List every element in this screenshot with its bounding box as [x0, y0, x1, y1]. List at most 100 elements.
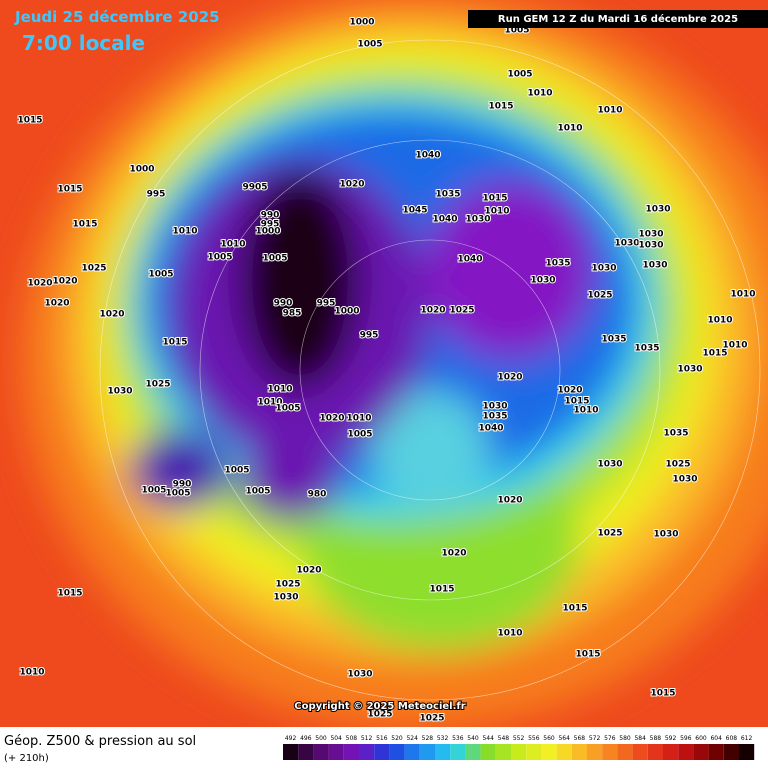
pressure-label: 1010 — [730, 290, 755, 300]
pressure-label: 1030 — [273, 593, 298, 603]
run-info: Run GEM 12 Z du Mardi 16 décembre 2025 — [498, 13, 738, 25]
run-box — [468, 10, 768, 28]
pressure-label: 1015 — [17, 116, 42, 126]
pressure-label: 990 — [173, 480, 192, 490]
footer-title: Géop. Z500 & pression au sol — [4, 734, 196, 749]
pressure-label: 1030 — [614, 239, 639, 249]
pressure-label: 1035 — [435, 190, 460, 200]
pressure-label: 1015 — [57, 185, 82, 195]
pressure-label: 1030 — [482, 402, 507, 412]
pressure-label: 1020 — [497, 373, 522, 383]
pressure-label: 1015 — [162, 338, 187, 348]
pressure-label: 1015 — [575, 650, 600, 660]
pressure-label: 1025 — [145, 380, 170, 390]
legend-tick: 528 — [422, 735, 434, 742]
legend-swatch — [587, 744, 603, 760]
pressure-label: 1010 — [257, 398, 282, 408]
pressure-label: 1005 — [347, 430, 372, 440]
legend-swatch — [526, 744, 542, 760]
pressure-label: 1030 — [530, 276, 555, 286]
pressure-label: 980 — [308, 490, 327, 500]
legend-tick: 512 — [361, 735, 373, 742]
legend-swatch — [556, 744, 572, 760]
pressure-label: 1010 — [707, 316, 732, 326]
legend-swatch — [495, 744, 511, 760]
pressure-label: 1030 — [645, 205, 670, 215]
copyright: Copyright © 2025 Meteociel.fr — [294, 701, 465, 712]
pressure-label: 1025 — [449, 306, 474, 316]
pressure-label: 1010 — [484, 207, 509, 217]
pressure-label: 1005 — [148, 270, 173, 280]
legend-tick: 492 — [285, 735, 297, 742]
pressure-label: 1025 — [597, 529, 622, 539]
pressure-label: 1020 — [319, 414, 344, 424]
legend-tick: 536 — [452, 735, 464, 742]
pressure-label: 1010 — [527, 89, 552, 99]
pressure-label: 1005 — [224, 466, 249, 476]
pressure-label: 1015 — [562, 604, 587, 614]
legend-swatch — [541, 744, 557, 760]
legend-swatch — [663, 744, 679, 760]
legend-swatch — [343, 744, 359, 760]
legend-tick: 592 — [665, 735, 677, 742]
pressure-label: 995 — [360, 331, 379, 341]
pressure-label: 1040 — [457, 255, 482, 265]
pressure-label: 9905 — [242, 183, 267, 193]
pressure-label: 1005 — [207, 253, 232, 263]
legend-swatch — [571, 744, 587, 760]
pressure-label: 1025 — [367, 710, 392, 720]
pressure-label: 1020 — [420, 306, 445, 316]
pressure-label: 1005 — [507, 70, 532, 80]
pressure-label: 1025 — [419, 714, 444, 724]
pressure-label: 1035 — [634, 344, 659, 354]
pressure-label: 1010 — [722, 341, 747, 351]
pressure-label: 1035 — [545, 259, 570, 269]
pressure-label: 1010 — [557, 124, 582, 134]
pressure-label: 1015 — [488, 102, 513, 112]
legend-swatch — [374, 744, 390, 760]
legend-swatch — [617, 744, 633, 760]
pressure-label: 1015 — [702, 349, 727, 359]
pressure-label: 1020 — [497, 496, 522, 506]
legend: 492 496 500 504 508 512 516 520 524 528 532 536 540 5… — [283, 735, 755, 760]
legend-swatch — [739, 744, 755, 760]
pressure-label: 990 — [274, 299, 293, 309]
pressure-label: 1020 — [339, 180, 364, 190]
legend-tick: 576 — [604, 735, 616, 742]
legend-tick: 508 — [346, 735, 358, 742]
pressure-label: 990 — [261, 211, 280, 221]
pressure-label: 1025 — [587, 291, 612, 301]
pressure-label: 995 — [317, 299, 336, 309]
pressure-label: 1020 — [44, 299, 69, 309]
legend-tick: 568 — [574, 735, 586, 742]
pressure-label: 1030 — [653, 530, 678, 540]
legend-tick: 580 — [619, 735, 631, 742]
pressure-label: 1005 — [357, 40, 382, 50]
pressure-label: 1015 — [429, 585, 454, 595]
pressure-label: 1010 — [497, 629, 522, 639]
legend-tick: 600 — [695, 735, 707, 742]
legend-tick: 584 — [634, 735, 646, 742]
pressure-label: 1030 — [347, 670, 372, 680]
pressure-label: 1010 — [220, 240, 245, 250]
pressure-label: 1015 — [72, 220, 97, 230]
legend-tick: 556 — [528, 735, 540, 742]
legend-tick: 612 — [741, 735, 753, 742]
pressure-label: 1010 — [19, 668, 44, 678]
pressure-label: 1020 — [557, 386, 582, 396]
pressure-label: 1030 — [597, 460, 622, 470]
pressure-label: 1040 — [415, 151, 440, 161]
pressure-label: 1000 — [334, 307, 359, 317]
pressure-label: 1005 — [165, 489, 190, 499]
pressure-label: 1010 — [172, 227, 197, 237]
legend-tick: 520 — [391, 735, 403, 742]
legend-swatch — [511, 744, 527, 760]
legend-swatch — [359, 744, 375, 760]
legend-tick: 560 — [543, 735, 555, 742]
pressure-label: 1045 — [402, 206, 427, 216]
legend-tick: 596 — [680, 735, 692, 742]
legend-tick: 588 — [650, 735, 662, 742]
legend-tick: 552 — [513, 735, 525, 742]
legend-tick: 572 — [589, 735, 601, 742]
